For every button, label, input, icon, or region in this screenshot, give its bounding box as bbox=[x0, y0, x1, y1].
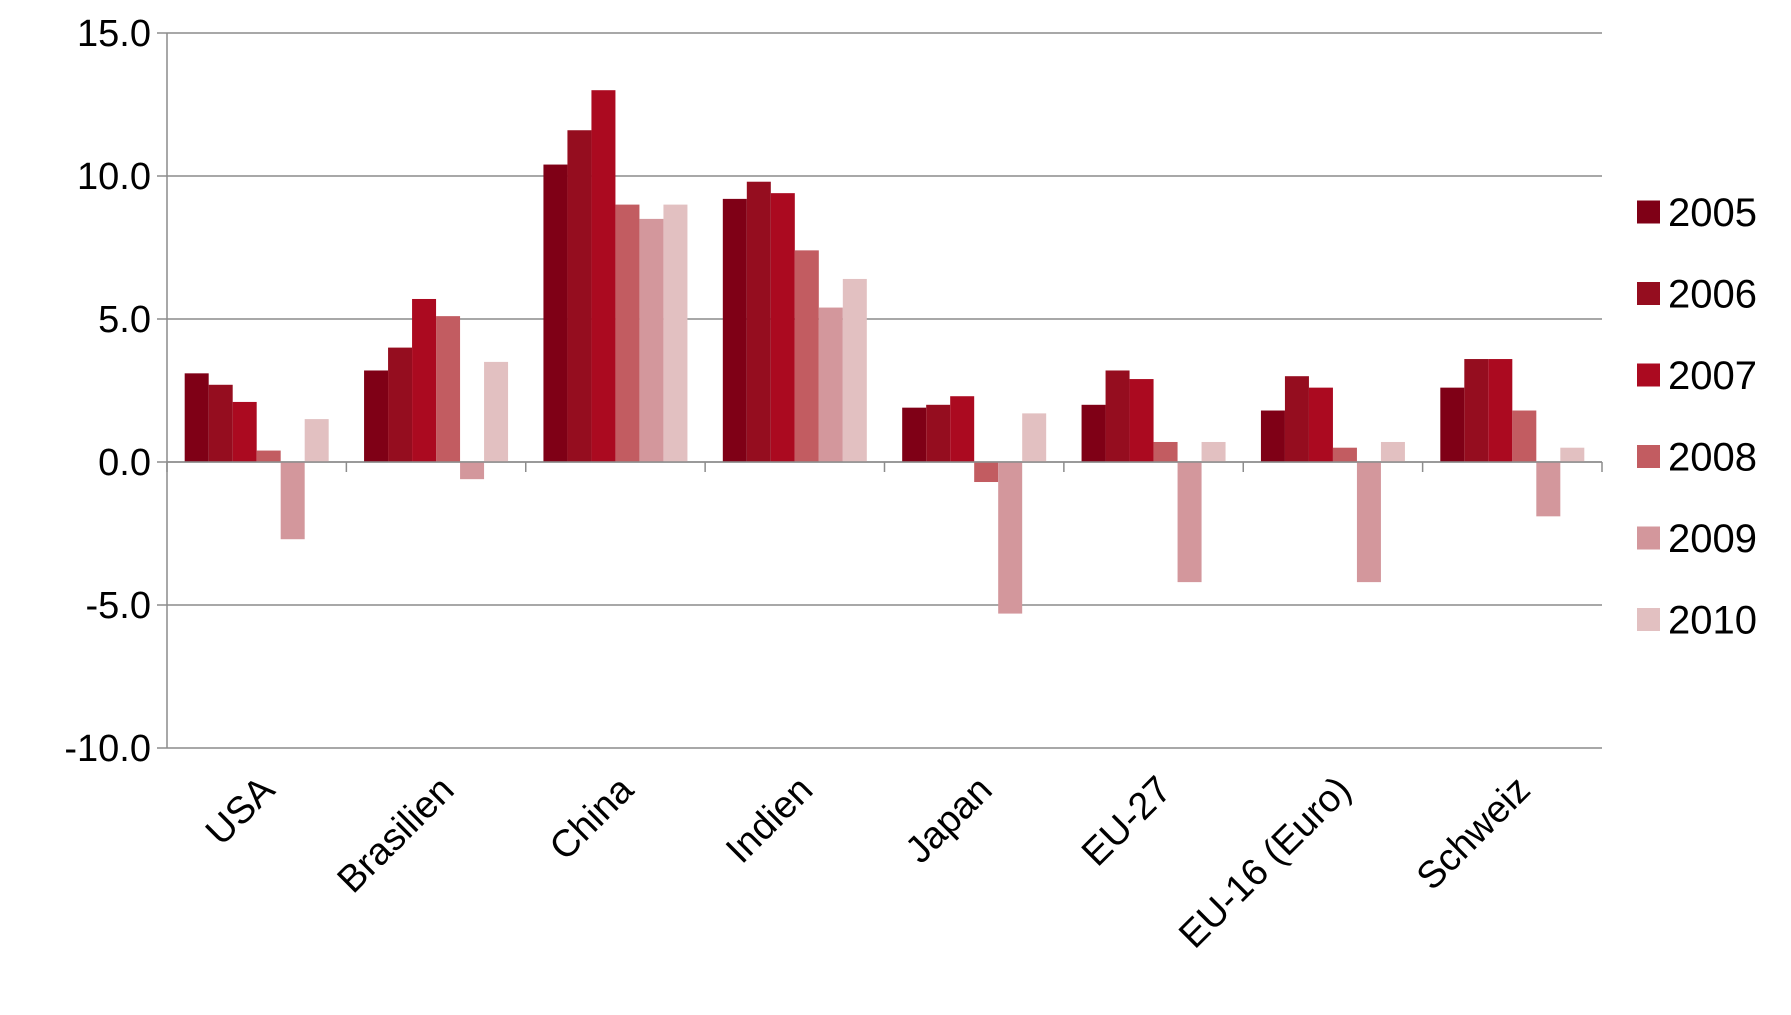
bar-2007-schweiz bbox=[1488, 359, 1513, 462]
x-tick-label: Japan bbox=[898, 769, 1001, 872]
bar-2007-brasilien bbox=[412, 298, 437, 462]
bar-2008-china bbox=[615, 204, 640, 462]
bars bbox=[184, 90, 1585, 614]
legend-label: 2010 bbox=[1668, 599, 1757, 643]
bar-2008-brasilien bbox=[436, 316, 461, 462]
legend-swatch bbox=[1637, 363, 1660, 387]
bar-2009-china bbox=[639, 218, 664, 462]
bar-2008-japan bbox=[974, 462, 999, 483]
x-tick-label: USA bbox=[198, 768, 283, 853]
bar-2005-schweiz bbox=[1440, 387, 1465, 462]
legend-label: 2007 bbox=[1668, 354, 1757, 398]
legend-item-2006: 2006 bbox=[1637, 273, 1757, 317]
legend: 2005 2006 2007 2008 2009 2010 bbox=[1637, 191, 1757, 643]
bar-2009-eu-16-euro- bbox=[1356, 462, 1381, 583]
bar-2009-indien bbox=[818, 307, 843, 462]
y-tick-label: 10.0 bbox=[77, 156, 151, 198]
x-tick-label: Schweiz bbox=[1409, 769, 1539, 899]
bar-2006-indien bbox=[746, 181, 771, 462]
bar-2009-schweiz bbox=[1536, 462, 1561, 517]
bar-2007-indien bbox=[770, 193, 795, 462]
bar-2010-eu-16-euro- bbox=[1380, 441, 1405, 462]
legend-item-2005: 2005 bbox=[1637, 191, 1757, 235]
bar-2006-schweiz bbox=[1464, 359, 1489, 462]
x-tick-label: Indien bbox=[718, 769, 821, 872]
bar-2010-japan bbox=[1022, 413, 1047, 462]
bar-2006-eu-27 bbox=[1105, 370, 1130, 462]
bar-2008-schweiz bbox=[1512, 410, 1537, 462]
y-tick-label: 5.0 bbox=[98, 299, 151, 341]
bar-2009-brasilien bbox=[460, 462, 485, 480]
x-tick-label: EU-16 (Euro) bbox=[1171, 769, 1359, 957]
axes bbox=[157, 32, 1603, 749]
legend-item-2007: 2007 bbox=[1637, 354, 1757, 398]
legend-item-2008: 2008 bbox=[1637, 436, 1757, 480]
y-axis-tick-labels: 15.0 10.0 5.0 0.0 -5.0 -10.0 bbox=[64, 13, 151, 770]
bar-2005-usa bbox=[184, 373, 209, 462]
y-tick-label: 15.0 bbox=[77, 13, 151, 55]
legend-label: 2005 bbox=[1668, 191, 1757, 235]
bar-2007-china bbox=[591, 90, 616, 462]
legend-swatch bbox=[1637, 282, 1660, 305]
legend-swatch bbox=[1637, 445, 1660, 468]
bar-2006-japan bbox=[926, 404, 951, 462]
bar-2010-indien bbox=[842, 278, 867, 462]
bar-2008-eu-16-euro- bbox=[1332, 447, 1357, 462]
legend-item-2009: 2009 bbox=[1637, 517, 1757, 561]
bar-2007-japan bbox=[950, 396, 975, 462]
x-tick-label: China bbox=[542, 768, 643, 869]
bar-2005-brasilien bbox=[364, 370, 389, 462]
y-tick-label: -10.0 bbox=[64, 728, 151, 770]
x-tick-label: Brasilien bbox=[330, 769, 463, 902]
bar-2010-usa bbox=[304, 419, 329, 462]
bar-2007-eu-16-euro- bbox=[1308, 387, 1333, 462]
bar-2009-eu-27 bbox=[1177, 462, 1202, 583]
bar-2008-eu-27 bbox=[1153, 441, 1178, 462]
bar-2007-eu-27 bbox=[1129, 379, 1154, 462]
legend-swatch bbox=[1637, 608, 1660, 631]
y-tick-label: 0.0 bbox=[98, 442, 151, 484]
bar-2010-brasilien bbox=[484, 361, 509, 462]
bar-2007-usa bbox=[232, 401, 257, 462]
bar-2006-usa bbox=[208, 384, 233, 462]
bar-2009-japan bbox=[998, 462, 1023, 614]
bar-2005-japan bbox=[902, 407, 927, 462]
legend-item-2010: 2010 bbox=[1637, 599, 1757, 643]
bar-2006-brasilien bbox=[388, 347, 413, 462]
bar-2005-eu-27 bbox=[1081, 404, 1106, 462]
bar-2005-china bbox=[543, 164, 568, 462]
legend-swatch bbox=[1637, 200, 1660, 224]
bar-2008-usa bbox=[256, 450, 281, 462]
legend-swatch bbox=[1637, 526, 1660, 550]
bar-2010-eu-27 bbox=[1201, 441, 1226, 462]
legend-label: 2009 bbox=[1668, 517, 1757, 561]
bar-2009-usa bbox=[280, 462, 305, 540]
legend-label: 2006 bbox=[1668, 273, 1757, 317]
bar-2010-schweiz bbox=[1560, 447, 1585, 462]
x-tick-label: EU-27 bbox=[1074, 769, 1180, 875]
bar-2008-indien bbox=[794, 250, 819, 462]
bar-2005-indien bbox=[722, 198, 747, 462]
bar-2006-eu-16-euro- bbox=[1284, 376, 1309, 462]
bar-2005-eu-16-euro- bbox=[1260, 410, 1285, 462]
bar-2010-china bbox=[663, 204, 688, 462]
legend-label: 2008 bbox=[1668, 436, 1757, 480]
y-tick-label: -5.0 bbox=[86, 585, 151, 627]
bar-2006-china bbox=[567, 130, 592, 463]
